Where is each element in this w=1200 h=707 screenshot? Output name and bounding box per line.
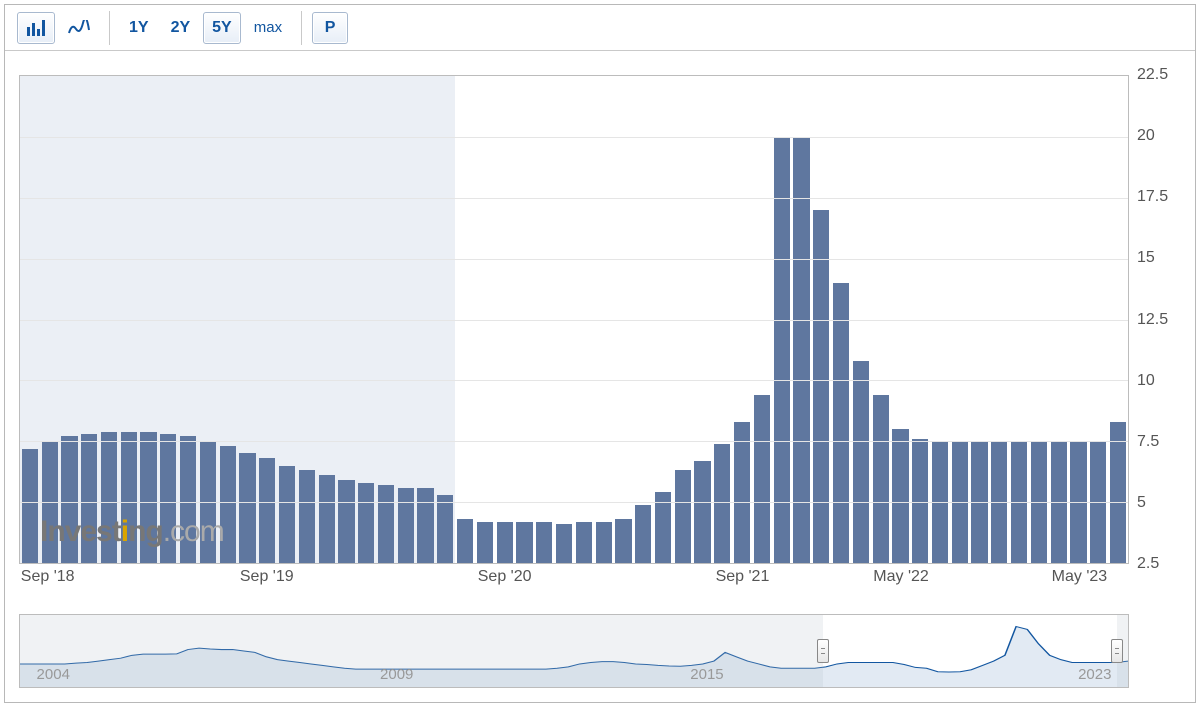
bar[interactable] [239, 453, 255, 563]
grid-line [20, 137, 1128, 138]
bar[interactable] [319, 475, 335, 563]
navigator-label: 2004 [37, 666, 70, 683]
x-tick-label: Sep '20 [478, 568, 532, 586]
bar[interactable] [793, 137, 809, 563]
bar[interactable] [615, 519, 631, 563]
range-button-5y[interactable]: 5Y [203, 12, 241, 44]
bar[interactable] [497, 522, 513, 563]
bar[interactable] [813, 210, 829, 563]
x-axis: Sep '18 Sep '19 Sep '20 Sep '21 May '22 May '… [19, 566, 1129, 590]
bar[interactable] [437, 495, 453, 563]
bar[interactable] [556, 524, 572, 563]
y-tick-label: 2.5 [1137, 555, 1159, 573]
toolbar-separator [301, 11, 302, 45]
bar[interactable] [457, 519, 473, 563]
bar[interactable] [635, 505, 651, 563]
x-tick-label: Sep '21 [716, 568, 770, 586]
bar[interactable] [358, 483, 374, 563]
bar[interactable] [259, 458, 275, 563]
bar[interactable] [101, 432, 117, 563]
grid-line [20, 380, 1128, 381]
bar[interactable] [180, 436, 196, 563]
bar[interactable] [378, 485, 394, 563]
bar[interactable] [81, 434, 97, 563]
grid-line [20, 320, 1128, 321]
x-tick-label: Sep '18 [21, 568, 75, 586]
line-chart-icon [68, 20, 90, 36]
grid-line [20, 259, 1128, 260]
bar[interactable] [694, 461, 710, 563]
navigator-label: 2023 [1078, 666, 1111, 683]
navigator-handle-right[interactable] [1111, 639, 1123, 663]
navigator-handle-left[interactable] [817, 639, 829, 663]
x-tick-label: May '23 [1052, 568, 1108, 586]
bar-chart-icon [26, 20, 46, 36]
grid-line [20, 198, 1128, 199]
range-button-label: 1Y [129, 19, 149, 37]
y-axis: 2.557.51012.51517.52022.5 [1133, 75, 1189, 564]
range-button-2y[interactable]: 2Y [162, 12, 200, 44]
chart-plot[interactable]: Investing.com [19, 75, 1129, 564]
bar[interactable] [61, 436, 77, 563]
x-tick-label: May '22 [873, 568, 929, 586]
bar[interactable] [299, 470, 315, 563]
toolbar-separator [109, 11, 110, 45]
y-tick-label: 5 [1137, 494, 1146, 512]
bar[interactable] [873, 395, 889, 563]
bar[interactable] [338, 480, 354, 563]
bar[interactable] [536, 522, 552, 563]
y-tick-label: 22.5 [1137, 66, 1168, 84]
y-tick-label: 12.5 [1137, 311, 1168, 329]
bar[interactable] [417, 488, 433, 563]
bar[interactable] [576, 522, 592, 563]
bar[interactable] [220, 446, 236, 563]
range-button-label: 5Y [212, 19, 232, 37]
bar[interactable] [912, 439, 928, 563]
range-button-label: 2Y [171, 19, 191, 37]
line-chart-button[interactable] [59, 12, 99, 44]
extra-group: P [306, 12, 354, 44]
bar[interactable] [892, 429, 908, 563]
bar[interactable] [140, 432, 156, 563]
chart-type-group [11, 12, 105, 44]
range-button-1y[interactable]: 1Y [120, 12, 158, 44]
grid-line [20, 502, 1128, 503]
bar[interactable] [714, 444, 730, 563]
x-tick-label: Sep '19 [240, 568, 294, 586]
bar[interactable] [774, 137, 790, 563]
bar[interactable] [853, 361, 869, 563]
bar[interactable] [22, 449, 38, 563]
bar[interactable] [398, 488, 414, 563]
bar[interactable] [754, 395, 770, 563]
bar[interactable] [734, 422, 750, 563]
y-tick-label: 7.5 [1137, 433, 1159, 451]
bar[interactable] [516, 522, 532, 563]
p-button[interactable]: P [312, 12, 348, 44]
bar[interactable] [121, 432, 137, 563]
p-button-label: P [325, 19, 336, 37]
y-tick-label: 17.5 [1137, 188, 1168, 206]
y-tick-label: 15 [1137, 249, 1155, 267]
bar[interactable] [1110, 422, 1126, 563]
grid-line [20, 441, 1128, 442]
range-button-label: max [254, 19, 282, 36]
bar[interactable] [833, 283, 849, 563]
chart-widget: 1Y 2Y 5Y max P Investing.com 2.5 5 7.5 10 12.5 1… [4, 4, 1196, 703]
bar[interactable] [279, 466, 295, 563]
range-button-max[interactable]: max [245, 12, 291, 44]
bar[interactable] [675, 470, 691, 563]
bar[interactable] [160, 434, 176, 563]
range-group: 1Y 2Y 5Y max [114, 12, 297, 44]
bar-chart-button[interactable] [17, 12, 55, 44]
y-tick-label: 20 [1137, 127, 1155, 145]
bar[interactable] [477, 522, 493, 563]
range-navigator[interactable]: 2004 2009 2015 2023 [19, 614, 1129, 688]
navigator-label: 2015 [690, 666, 723, 683]
chart-area: Investing.com 2.557.51012.51517.52022.5 … [19, 75, 1189, 590]
navigator-label: 2009 [380, 666, 413, 683]
y-tick-label: 10 [1137, 372, 1155, 390]
bar[interactable] [596, 522, 612, 563]
chart-toolbar: 1Y 2Y 5Y max P [5, 5, 1195, 51]
